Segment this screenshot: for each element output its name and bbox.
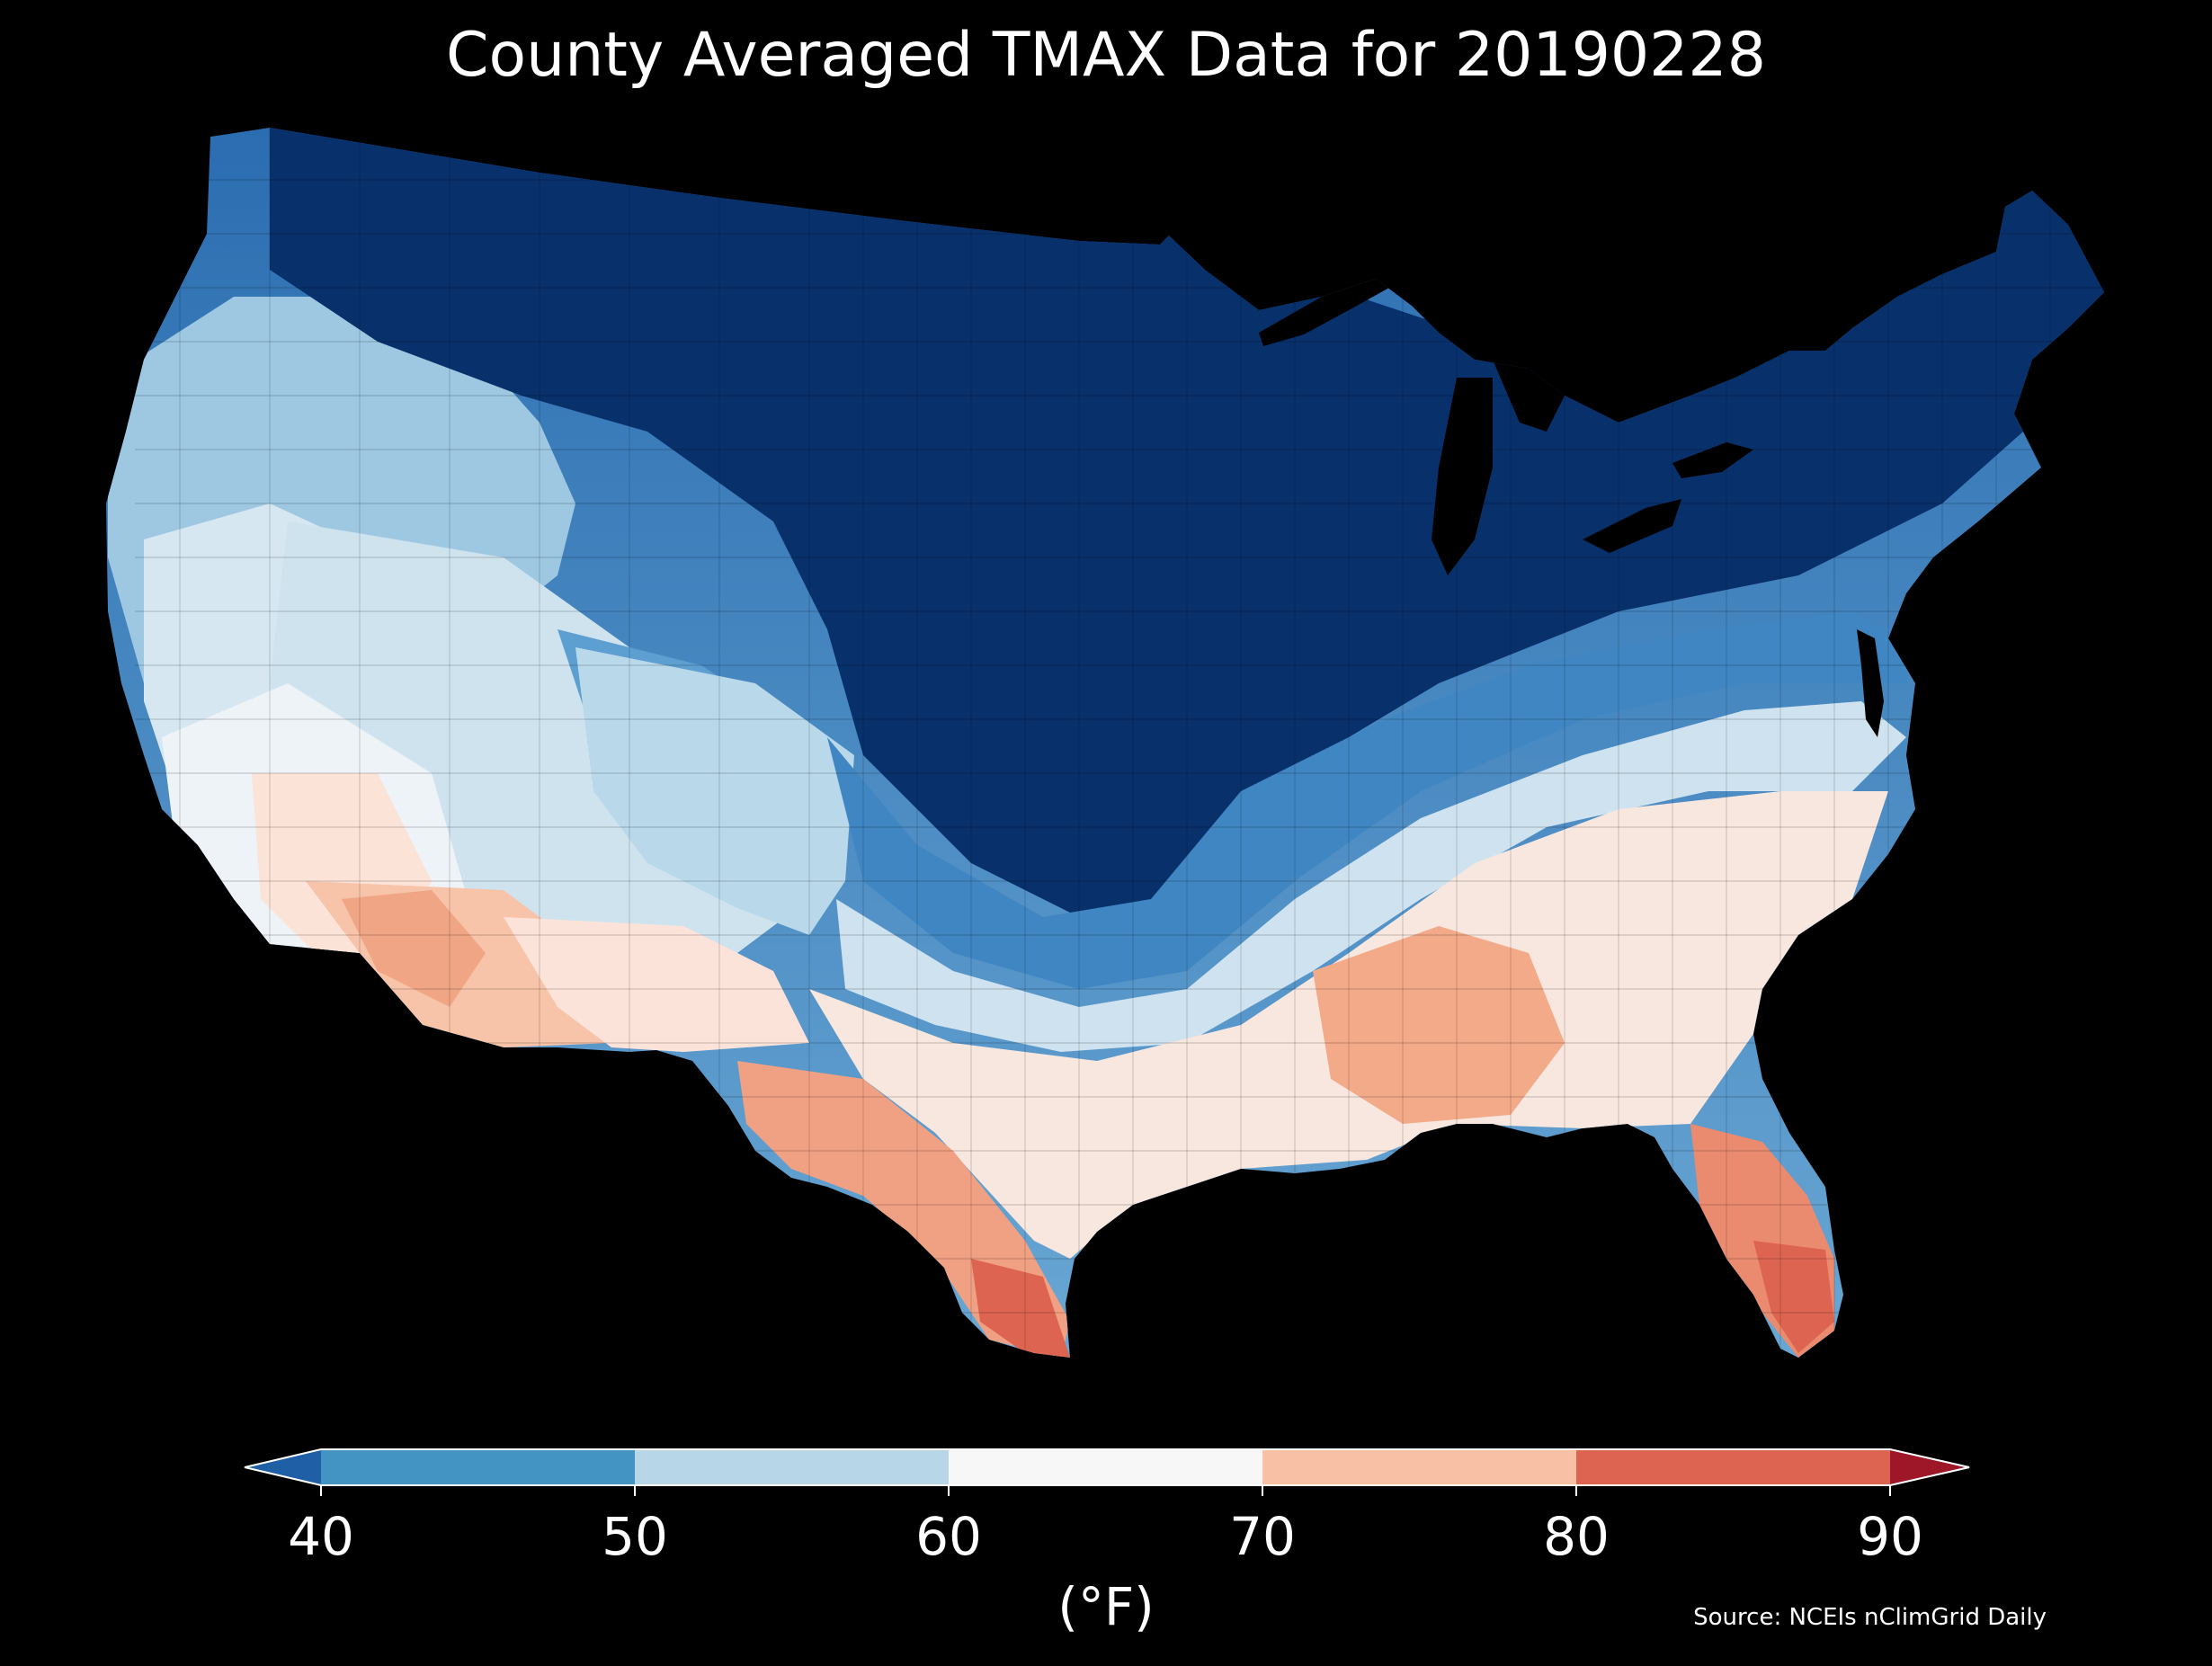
colorbar-bin-70-80 <box>1262 1449 1576 1485</box>
colorbar-tick-label: 80 <box>1543 1506 1610 1567</box>
colorbar-tick-label: 90 <box>1857 1506 1923 1567</box>
colorbar-bin-80-90 <box>1576 1449 1890 1485</box>
colorbar-tick-label: 60 <box>915 1506 982 1567</box>
colorbar-over-arrow <box>1890 1449 1969 1485</box>
county-temperature-map <box>106 128 2104 1358</box>
colorbar-bin-40-50 <box>321 1449 635 1485</box>
colorbar-unit-label: (°F) <box>1057 1576 1155 1637</box>
colorbar-tick-label: 40 <box>288 1506 354 1567</box>
colorbar-tick-label: 50 <box>602 1506 668 1567</box>
map-title: County Averaged TMAX Data for 20190228 <box>446 20 1766 91</box>
colorbar-bin-60-70 <box>949 1449 1262 1485</box>
colorbar-bin-50-60 <box>635 1449 949 1485</box>
colorbar-under-arrow <box>245 1449 321 1485</box>
colorbar <box>244 1448 1970 1496</box>
source-credit: Source: NCEIs nClimGrid Daily <box>1693 1604 2047 1631</box>
colorbar-tick-label: 70 <box>1229 1506 1296 1567</box>
